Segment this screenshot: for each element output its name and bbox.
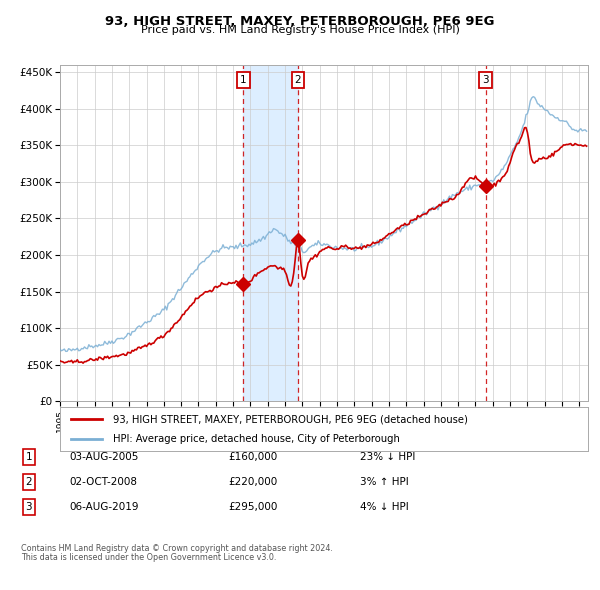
Text: 3: 3 xyxy=(25,502,32,512)
Text: 02-OCT-2008: 02-OCT-2008 xyxy=(69,477,137,487)
Text: 2: 2 xyxy=(295,75,301,85)
Text: 03-AUG-2005: 03-AUG-2005 xyxy=(69,453,139,462)
Text: £295,000: £295,000 xyxy=(228,502,277,512)
Text: 3: 3 xyxy=(482,75,489,85)
Text: 93, HIGH STREET, MAXEY, PETERBOROUGH, PE6 9EG: 93, HIGH STREET, MAXEY, PETERBOROUGH, PE… xyxy=(105,15,495,28)
Text: £160,000: £160,000 xyxy=(228,453,277,462)
Text: 93, HIGH STREET, MAXEY, PETERBOROUGH, PE6 9EG (detached house): 93, HIGH STREET, MAXEY, PETERBOROUGH, PE… xyxy=(113,415,467,424)
Text: Price paid vs. HM Land Registry's House Price Index (HPI): Price paid vs. HM Land Registry's House … xyxy=(140,25,460,35)
Text: Contains HM Land Registry data © Crown copyright and database right 2024.: Contains HM Land Registry data © Crown c… xyxy=(21,545,333,553)
Text: 1: 1 xyxy=(25,453,32,462)
Text: 06-AUG-2019: 06-AUG-2019 xyxy=(69,502,139,512)
Text: 23% ↓ HPI: 23% ↓ HPI xyxy=(360,453,415,462)
Text: HPI: Average price, detached house, City of Peterborough: HPI: Average price, detached house, City… xyxy=(113,434,400,444)
Text: £220,000: £220,000 xyxy=(228,477,277,487)
Text: 2: 2 xyxy=(25,477,32,487)
Text: 3% ↑ HPI: 3% ↑ HPI xyxy=(360,477,409,487)
Text: This data is licensed under the Open Government Licence v3.0.: This data is licensed under the Open Gov… xyxy=(21,553,277,562)
Text: 1: 1 xyxy=(240,75,247,85)
Text: 4% ↓ HPI: 4% ↓ HPI xyxy=(360,502,409,512)
Bar xyxy=(243,65,298,401)
